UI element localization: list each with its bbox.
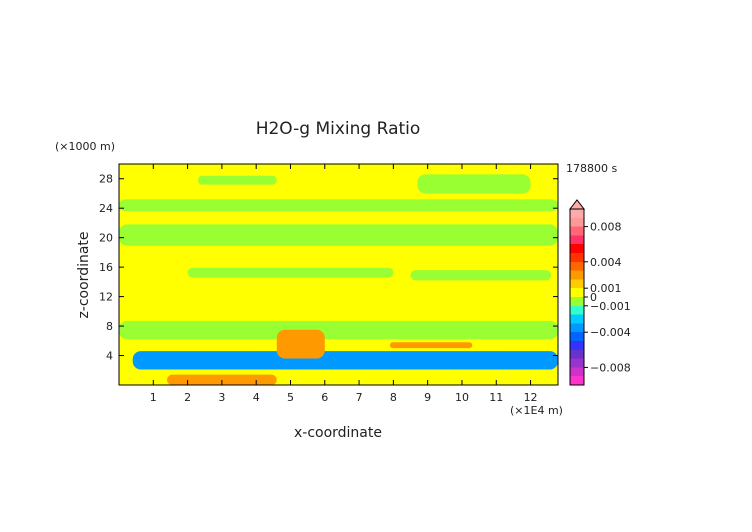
x-axis-ticks: 1 2 3 4 5 6 7 8 9 10 11 12 xyxy=(150,164,538,404)
field-region-slightly-positive xyxy=(187,267,394,278)
y-axis-ticks: 4 8 12 16 20 24 28 xyxy=(99,173,558,363)
field-region-slightly-positive xyxy=(119,199,558,212)
x-tick-label: 10 xyxy=(455,391,469,404)
x-tick-label: 3 xyxy=(218,391,225,404)
y-tick-label: 4 xyxy=(106,350,113,363)
x-tick-label: 6 xyxy=(321,391,328,404)
field-region-slightly-positive xyxy=(119,224,558,246)
x-tick-label: 12 xyxy=(524,391,538,404)
field-region-slightly-positive xyxy=(417,174,531,194)
y-tick-label: 24 xyxy=(99,202,113,215)
field-region-positive xyxy=(389,342,473,349)
y-axis-title: z-coordinate xyxy=(76,231,92,318)
chart-title: H2O-g Mixing Ratio xyxy=(256,119,421,139)
colorbar-top-arrow xyxy=(568,199,586,210)
colorbar-label: −0.008 xyxy=(590,361,631,374)
colorbar-label: −0.004 xyxy=(590,326,631,339)
y-tick-label: 16 xyxy=(99,261,113,274)
x-tick-label: 4 xyxy=(253,391,260,404)
field-region-negative xyxy=(132,351,558,370)
x-tick-label: 2 xyxy=(184,391,191,404)
y-tick-label: 12 xyxy=(99,291,113,304)
y-unit-label: (×1000 m) xyxy=(55,140,115,153)
colorbar-label: −0.001 xyxy=(590,300,631,313)
y-tick-label: 8 xyxy=(106,320,113,333)
plot-frame xyxy=(118,163,559,386)
x-tick-label: 1 xyxy=(150,391,157,404)
x-tick-label: 11 xyxy=(489,391,503,404)
time-label: 178800 s xyxy=(566,162,617,175)
plot-area xyxy=(118,163,559,386)
field-regions xyxy=(119,174,558,385)
x-axis-title: x-coordinate xyxy=(294,425,382,441)
x-tick-label: 8 xyxy=(390,391,397,404)
field-region-slightly-positive xyxy=(119,320,558,340)
x-unit-label: (×1E4 m) xyxy=(510,404,563,417)
colorbar-bar xyxy=(569,208,585,386)
x-tick-label: 5 xyxy=(287,391,294,404)
colorbar-label: 0 xyxy=(590,291,597,304)
colorbar-label: 0.001 xyxy=(590,282,622,295)
colorbar-label: 0.004 xyxy=(590,256,622,269)
x-tick-label: 9 xyxy=(424,391,431,404)
y-tick-label: 20 xyxy=(99,232,113,245)
field-region-positive xyxy=(167,374,277,385)
colorbar-label: 0.008 xyxy=(590,221,622,234)
x-tick-label: 7 xyxy=(356,391,363,404)
field-region-slightly-positive xyxy=(410,270,552,281)
field-region-positive xyxy=(276,329,325,359)
y-tick-label: 28 xyxy=(99,173,113,186)
field-region-slightly-positive xyxy=(197,175,277,185)
